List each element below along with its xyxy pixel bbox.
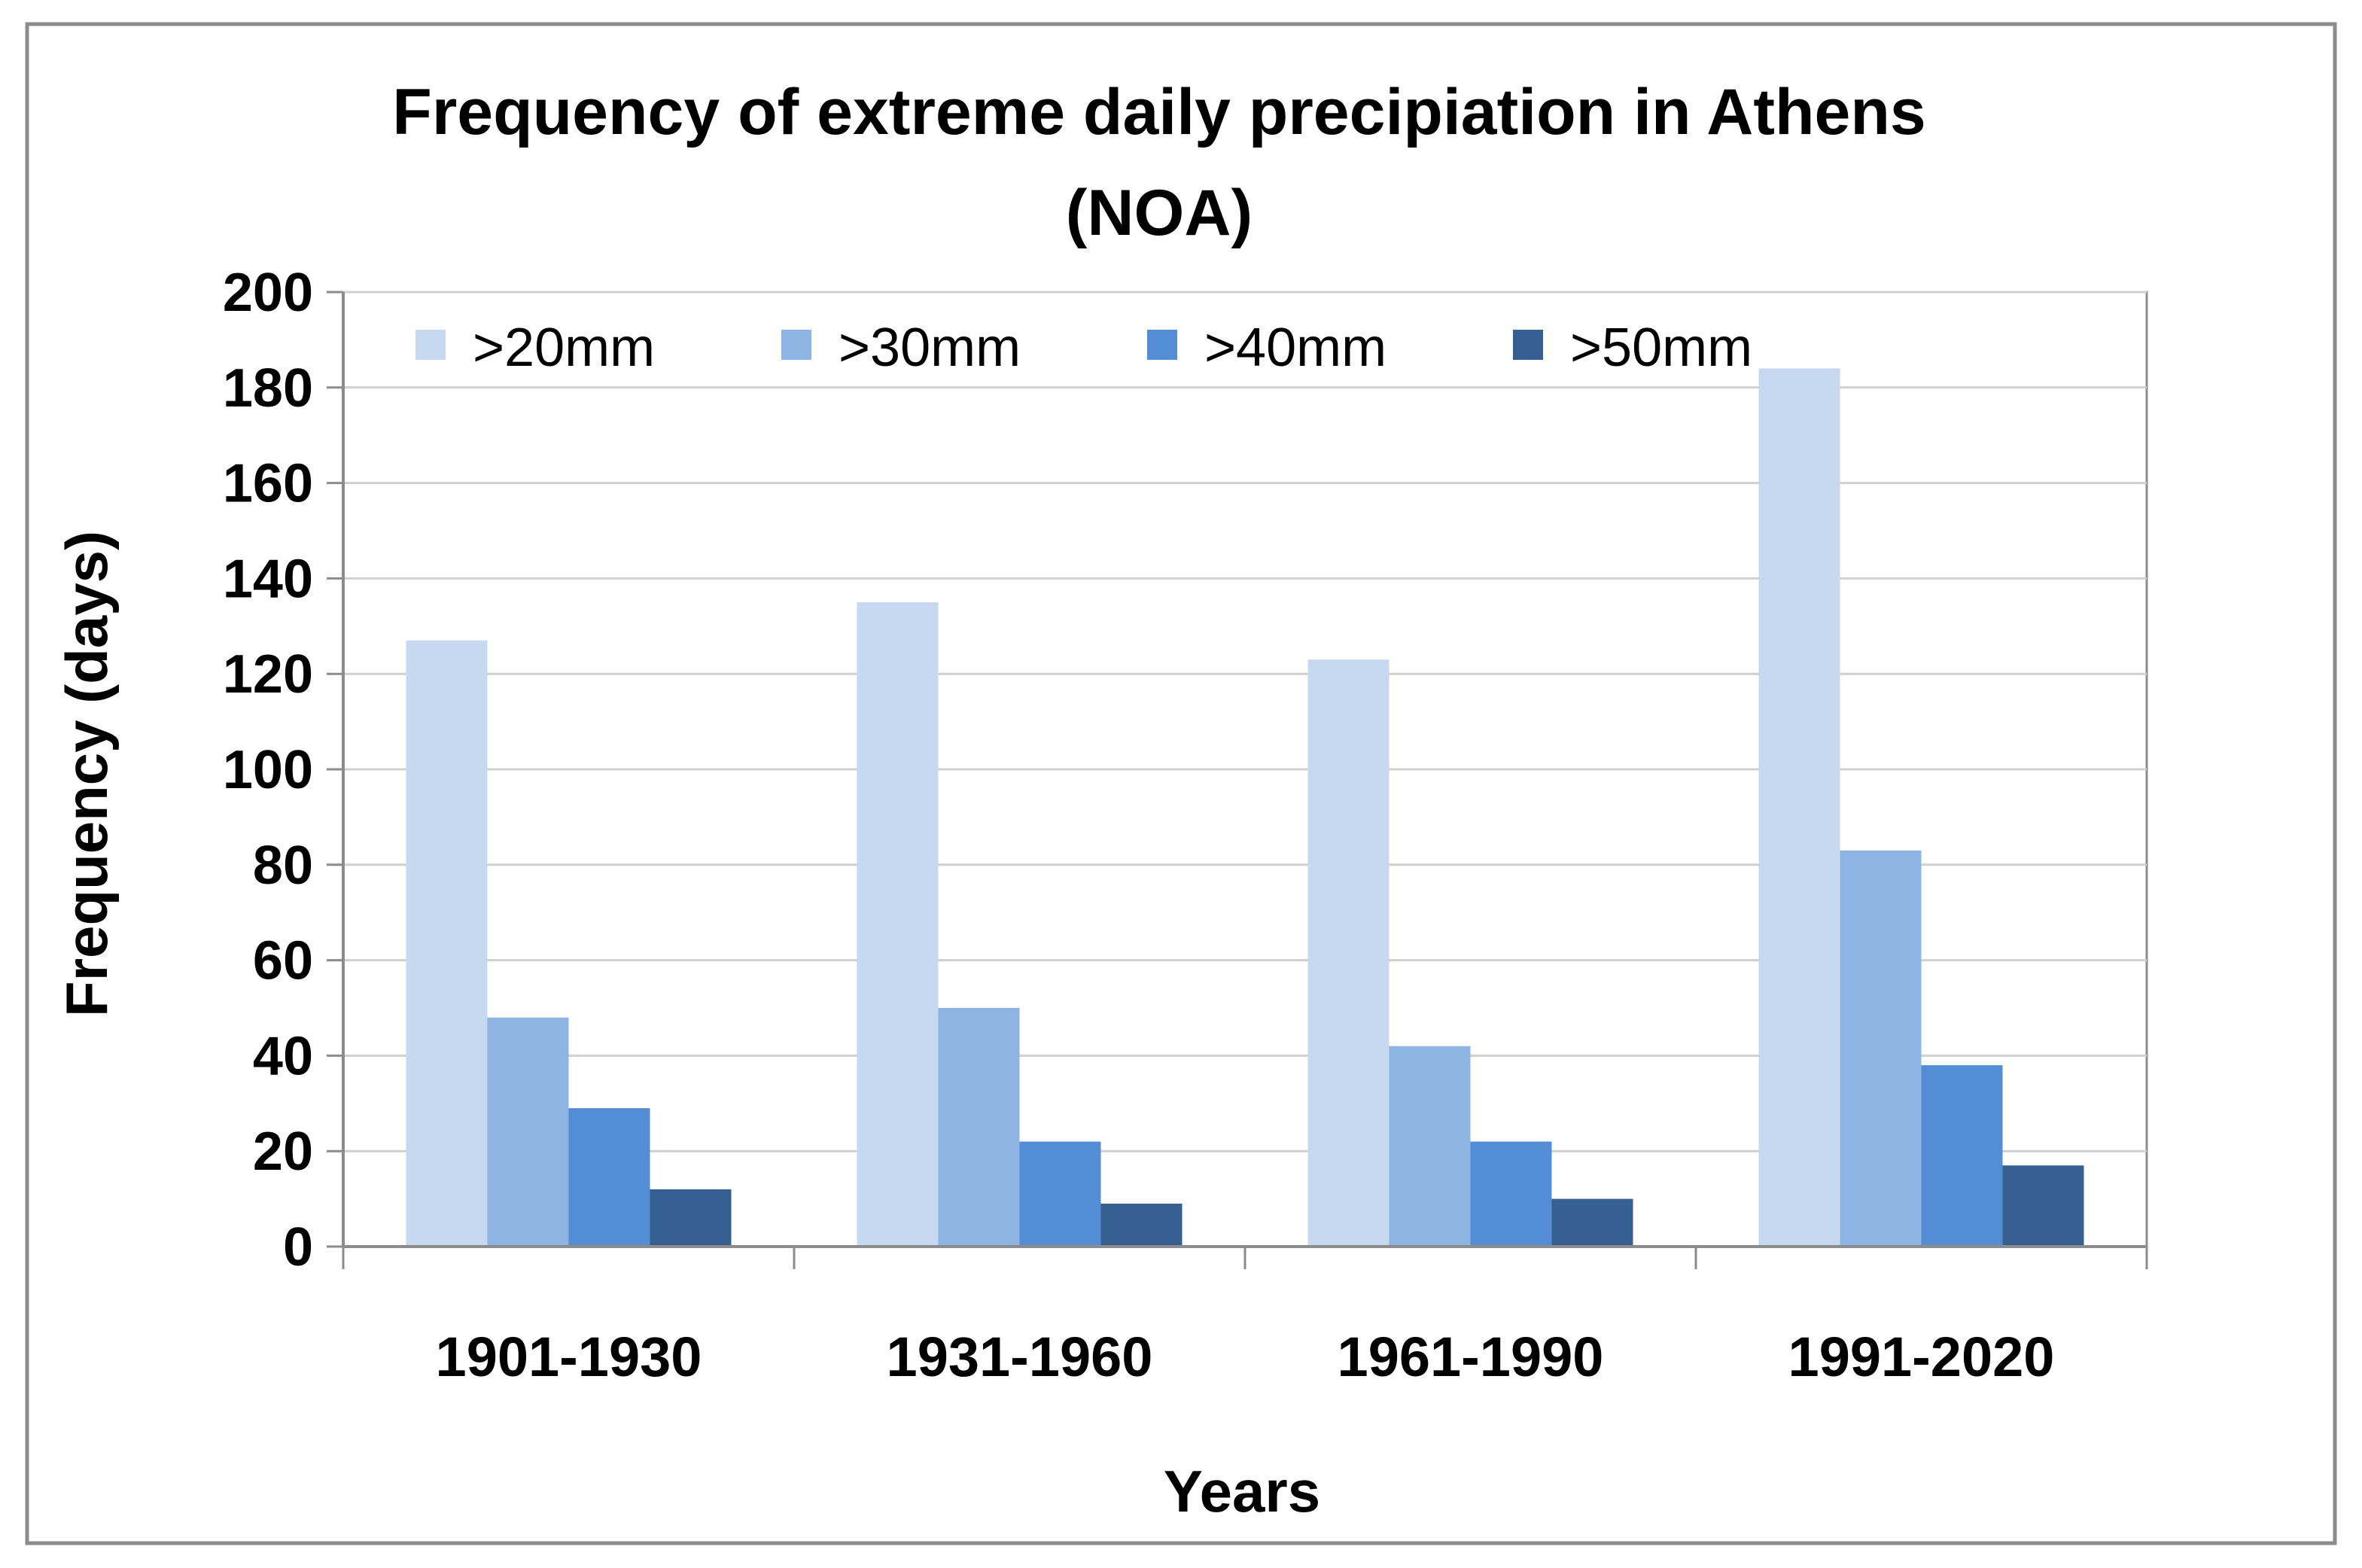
bar-1901-1930-50mm xyxy=(650,1189,732,1247)
legend-swatch-20mm xyxy=(415,330,446,360)
bar-1991-2020-40mm xyxy=(1921,1065,2003,1247)
bars xyxy=(406,368,2084,1247)
y-tick-label-140: 140 xyxy=(223,549,313,609)
bar-1901-1930-20mm xyxy=(406,640,488,1247)
legend: >20mm >30mm >40mm >50mm xyxy=(415,318,1752,378)
y-tick-label-100: 100 xyxy=(223,740,313,800)
y-tick-label-160: 160 xyxy=(223,454,313,514)
bar-1961-1990-20mm xyxy=(1307,659,1390,1247)
y-tick-label-200: 200 xyxy=(223,263,313,323)
legend-label-30mm: >30mm xyxy=(839,318,1021,378)
y-tick-label-80: 80 xyxy=(253,836,313,896)
x-category-label-1991-2020: 1991-2020 xyxy=(1788,1326,2055,1388)
bar-1931-1960-40mm xyxy=(1019,1141,1101,1247)
bar-1991-2020-50mm xyxy=(2002,1165,2084,1247)
chart-title-line-2: (NOA) xyxy=(1066,177,1253,249)
legend-label-40mm: >40mm xyxy=(1204,318,1386,378)
y-tick-label-20: 20 xyxy=(253,1122,313,1182)
chart-border xyxy=(25,22,2337,1545)
bar-1901-1930-40mm xyxy=(568,1108,650,1247)
legend-swatch-40mm xyxy=(1147,330,1177,360)
axes xyxy=(327,291,2148,1269)
y-axis-title: Frequency (days) xyxy=(53,531,120,1017)
legend-swatch-30mm xyxy=(781,330,811,360)
bar-1991-2020-30mm xyxy=(1840,850,1922,1247)
y-tick-label-0: 0 xyxy=(283,1217,313,1277)
legend-label-50mm: >50mm xyxy=(1570,318,1752,378)
x-category-label-1961-1990: 1961-1990 xyxy=(1338,1326,1604,1388)
bar-1931-1960-20mm xyxy=(857,602,939,1247)
legend-swatch-50mm xyxy=(1513,330,1543,360)
bar-1961-1990-50mm xyxy=(1551,1198,1633,1247)
bar-1931-1960-50mm xyxy=(1100,1203,1183,1247)
bar-1931-1960-30mm xyxy=(938,1008,1020,1247)
x-category-label-1901-1930: 1901-1930 xyxy=(436,1326,702,1388)
y-tick-label-60: 60 xyxy=(253,931,313,991)
bar-1901-1930-30mm xyxy=(487,1017,569,1247)
x-category-labels: 1901-1930 1931-1960 1961-1990 1991-2020 xyxy=(436,1326,2055,1388)
y-tick-label-120: 120 xyxy=(223,644,313,705)
x-category-label-1931-1960: 1931-1960 xyxy=(887,1326,1153,1388)
y-tick-label-40: 40 xyxy=(253,1026,313,1086)
bar-1961-1990-40mm xyxy=(1470,1141,1552,1247)
y-tick-label-180: 180 xyxy=(223,358,313,419)
x-axis-title: Years xyxy=(1164,1458,1320,1524)
legend-label-20mm: >20mm xyxy=(473,318,655,378)
chart-title-line-1: Frequency of extreme daily precipiation … xyxy=(392,76,1925,148)
bar-1991-2020-20mm xyxy=(1758,368,1840,1247)
bar-1961-1990-30mm xyxy=(1389,1046,1471,1247)
y-tick-labels: 0 20 40 60 80 100 120 140 160 180 200 xyxy=(223,263,313,1277)
